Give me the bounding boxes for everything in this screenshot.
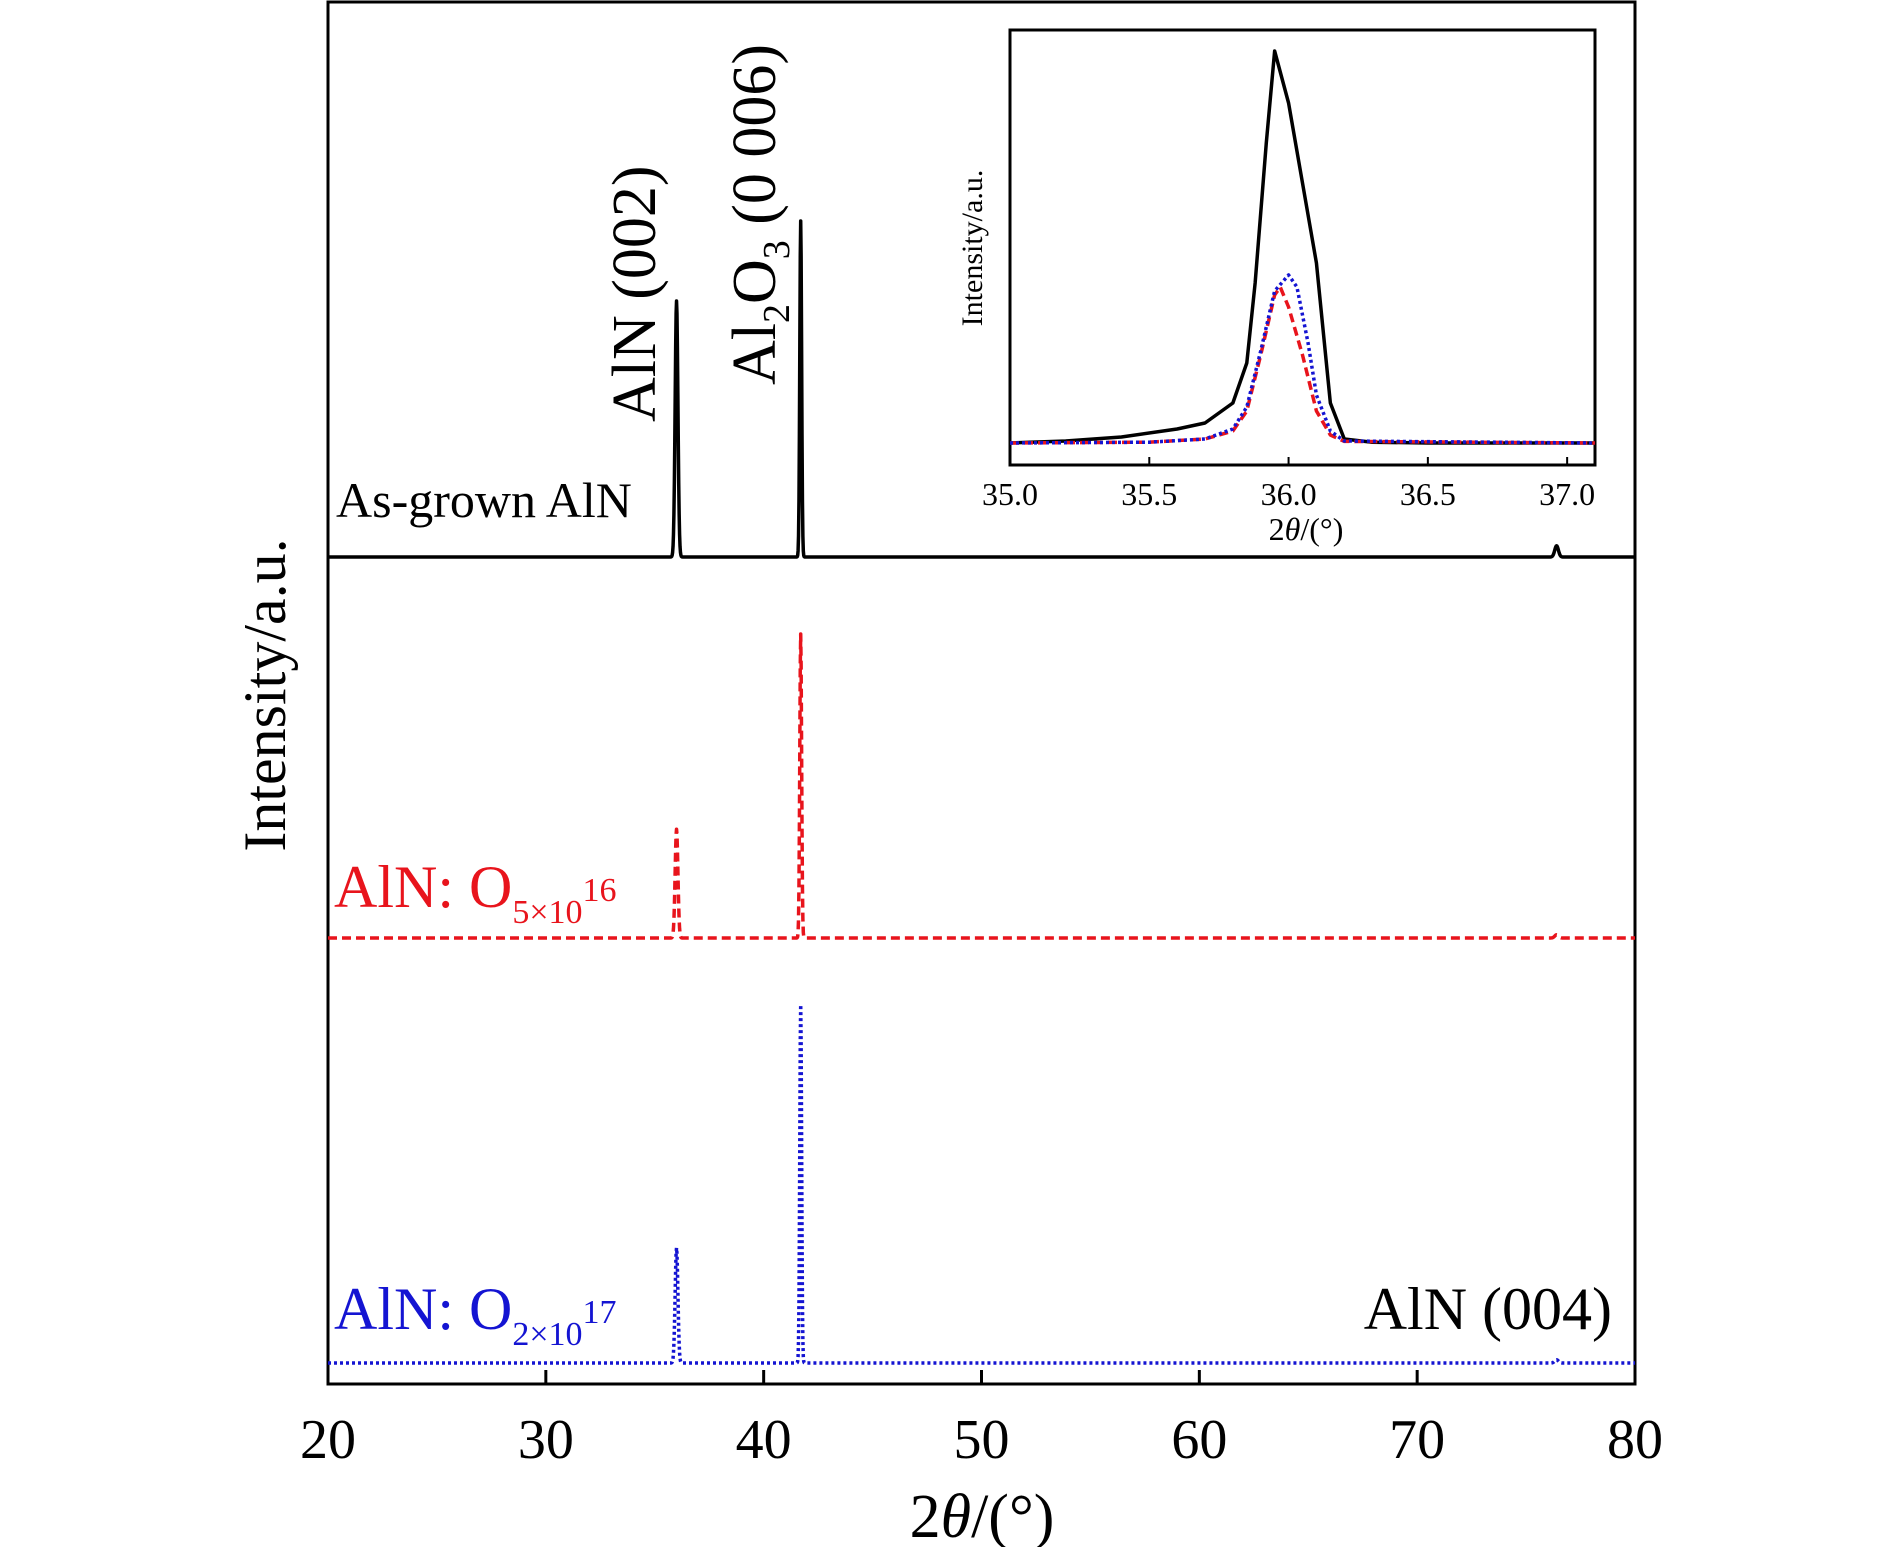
main-x-tick-label: 60: [1171, 1409, 1227, 1471]
main-series-line-asgrown: [326, 219, 1637, 559]
main-x-tick-label: 30: [518, 1409, 574, 1471]
main-x-tick-label: 70: [1389, 1409, 1445, 1471]
main-x-axis-label: 2θ/(°): [910, 1483, 1055, 1547]
main-series-line-o5e16: [326, 632, 1637, 940]
main-x-tick-label: 80: [1607, 1409, 1663, 1471]
main-x-ticks: 20 30 40 50 60 70 80: [300, 1370, 1663, 1471]
inset-x-tick-label: 35.5: [1121, 476, 1177, 512]
main-x-tick-label: 50: [954, 1409, 1010, 1471]
inset-x-ticks: 35.0 35.5 36.0 36.5 37.0: [982, 457, 1595, 512]
main-x-tick-label: 20: [300, 1409, 356, 1471]
series-label-as-grown: As-grown AlN: [336, 472, 632, 528]
inset-series: [1009, 49, 1596, 445]
series-label-o5e16: AlN: O5×1016: [334, 854, 617, 931]
inset-plot-frame: [1008, 28, 1597, 467]
main-y-axis-label: Intensity/a.u.: [232, 538, 298, 851]
inset-series-line-o2e17: [1009, 273, 1596, 445]
annotation-aln-002: AlN (002): [601, 165, 669, 422]
main-series: [326, 219, 1637, 1365]
annotation-al2o3-0006: Al2O3 (0 006): [721, 44, 798, 385]
main-x-tick-label: 40: [736, 1409, 792, 1471]
series-label-o2e17: AlN: O2×1017: [334, 1276, 617, 1353]
inset-y-axis-label: Intensity/a.u.: [956, 170, 989, 327]
main-series-line-o2e17: [326, 1002, 1637, 1365]
inset-x-axis-label: 2θ/(°): [1269, 511, 1344, 547]
inset-x-tick-label: 35.0: [982, 476, 1038, 512]
inset-x-tick-label: 36.5: [1400, 476, 1456, 512]
inset-x-tick-label: 36.0: [1261, 476, 1317, 512]
inset-plot: 35.0 35.5 36.0 36.5 37.0 Intensity/a.u. 2θ/(…: [956, 28, 1597, 547]
main-plot: 20 30 40 50 60 70 80 Intensity/a.u. 2θ/(°) As-…: [232, 0, 1663, 1547]
annotation-aln-004: AlN (004): [1364, 1276, 1612, 1342]
inset-x-tick-label: 37.0: [1539, 476, 1595, 512]
